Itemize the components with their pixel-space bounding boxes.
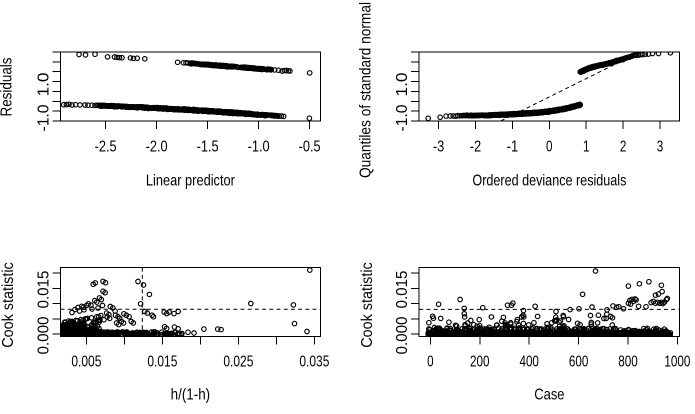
svg-text:Residuals: Residuals [0,58,16,117]
svg-text:0.005: 0.005 [71,354,101,371]
svg-text:800: 800 [618,354,638,371]
svg-text:3: 3 [657,138,664,155]
svg-text:Cook statistic: Cook statistic [0,262,17,348]
svg-text:0.035: 0.035 [299,354,329,371]
svg-text:1: 1 [583,138,590,155]
svg-text:Ordered deviance residuals: Ordered deviance residuals [472,172,626,189]
svg-text:1.0: 1.0 [394,72,411,96]
svg-text:0.025: 0.025 [223,354,253,371]
svg-text:Linear predictor: Linear predictor [146,172,236,189]
svg-text:0.000: 0.000 [35,316,52,354]
svg-text:Quantiles of standard normal: Quantiles of standard normal [358,2,375,178]
svg-text:-1: -1 [507,138,519,155]
svg-text:0.000: 0.000 [394,316,411,354]
svg-text:Cook statistic: Cook statistic [359,262,376,348]
svg-text:Case: Case [534,387,564,404]
svg-text:0.015: 0.015 [35,270,52,308]
svg-text:-1.0: -1.0 [394,104,411,131]
svg-text:-2.5: -2.5 [95,138,117,155]
svg-text:-1.5: -1.5 [197,138,219,155]
svg-text:-2.0: -2.0 [146,138,168,155]
svg-text:400: 400 [519,354,539,371]
svg-text:-0.5: -0.5 [299,138,321,155]
svg-text:1000: 1000 [664,354,690,371]
svg-text:h/(1-h): h/(1-h) [171,387,211,404]
svg-text:-3: -3 [433,138,445,155]
svg-text:2: 2 [620,138,627,155]
svg-text:0.015: 0.015 [394,270,411,308]
svg-text:0: 0 [427,354,434,371]
svg-text:-1.0: -1.0 [248,138,270,155]
svg-text:0.015: 0.015 [147,354,177,371]
svg-text:200: 200 [470,354,490,371]
svg-text:0: 0 [546,138,553,155]
svg-text:600: 600 [569,354,589,371]
svg-text:-1.0: -1.0 [35,104,52,131]
svg-text:-2: -2 [470,138,482,155]
svg-text:1.0: 1.0 [35,72,52,96]
